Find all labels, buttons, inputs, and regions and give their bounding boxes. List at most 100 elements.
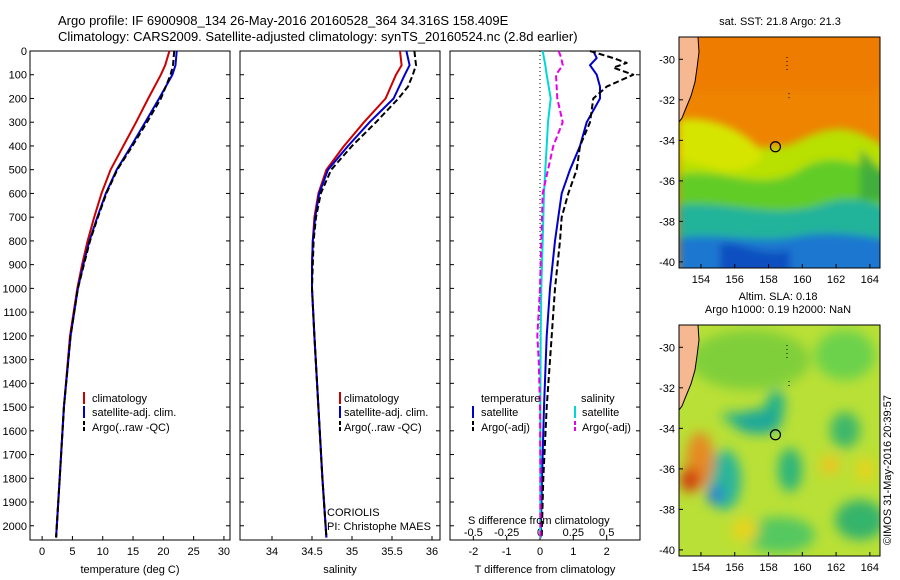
lat-tick-label: -32 bbox=[659, 383, 675, 395]
legend-label-argo: Argo(..raw -QC) bbox=[92, 422, 170, 434]
y-tick-label: 900 bbox=[9, 260, 27, 272]
lon-tick-label: 162 bbox=[827, 562, 845, 574]
series-argo-raw-qc- bbox=[311, 50, 417, 538]
lat-tick-label: -34 bbox=[659, 423, 675, 435]
sla-map-frame bbox=[678, 324, 881, 557]
lat-tick-label: -36 bbox=[659, 464, 675, 476]
lon-tick-label: 160 bbox=[793, 562, 811, 574]
lat-tick-label: -36 bbox=[659, 176, 675, 188]
x-tick-label: 34.5 bbox=[301, 546, 322, 558]
sst-map bbox=[679, 37, 880, 268]
argo-position-marker-sla bbox=[769, 429, 782, 441]
y-tick-label: 1300 bbox=[3, 355, 27, 367]
legend-label-climatology: climatology bbox=[92, 393, 148, 405]
legend-title-salinity: salinity bbox=[581, 393, 615, 405]
x-tick-label: 34 bbox=[266, 546, 278, 558]
legend-label-argo: Argo(..raw -QC) bbox=[344, 422, 422, 434]
legend-title-temperature: temperature bbox=[481, 393, 540, 405]
x-tick-label: 35.5 bbox=[381, 546, 402, 558]
lat-tick-label: -38 bbox=[659, 504, 675, 516]
x-tick-label: 25 bbox=[188, 546, 200, 558]
y-tick-label: 1800 bbox=[3, 473, 27, 485]
sst-map-frame bbox=[678, 36, 881, 269]
lat-tick-label: -30 bbox=[659, 54, 675, 66]
s-tick-label: -0.5 bbox=[464, 527, 483, 539]
y-tick-label: 1500 bbox=[3, 402, 27, 414]
lon-tick-label: 154 bbox=[692, 274, 710, 286]
y-tick-label: 600 bbox=[9, 188, 27, 200]
s-tick-label: 0.5 bbox=[599, 527, 614, 539]
profile-panels: 0100200300400500600700800900100011001200… bbox=[3, 46, 640, 558]
y-tick-label: 2000 bbox=[3, 521, 27, 533]
sla-map-subtitle: Argo h1000: 0.19 h2000: NaN bbox=[705, 304, 851, 316]
sla-map-title: Altim. SLA: 0.18 bbox=[739, 291, 818, 303]
map-axes: 154 156 158 160 162 164 -30 -32 -34 -36 -38 -40 154 1… bbox=[659, 54, 879, 574]
y-tick-label: 400 bbox=[9, 141, 27, 153]
legend-label-s-satellite: satellite bbox=[582, 407, 619, 419]
lon-tick-label: 162 bbox=[827, 274, 845, 286]
x-tick-label: 15 bbox=[127, 546, 139, 558]
panel-2: 34 34.5 35 35.5 36 bbox=[240, 50, 440, 558]
lat-tick-label: -30 bbox=[659, 342, 675, 354]
x-tick-label: 0 bbox=[39, 546, 45, 558]
legend-label-s-argo: Argo(-adj) bbox=[582, 422, 631, 434]
x-tick-label: 36 bbox=[426, 546, 438, 558]
lon-tick-label: 156 bbox=[726, 562, 744, 574]
difference-panel-frame bbox=[449, 50, 641, 541]
y-tick-label: 0 bbox=[21, 46, 27, 58]
lon-tick-label: 158 bbox=[759, 274, 777, 286]
y-tick-label: 300 bbox=[9, 117, 27, 129]
sla-map bbox=[679, 325, 880, 556]
x-tick-label: 1 bbox=[570, 546, 576, 558]
x-tick-label: 5 bbox=[69, 546, 75, 558]
temperature-axis-label: temperature (deg C) bbox=[80, 564, 179, 576]
series-t-satellite bbox=[539, 50, 601, 538]
legend-label-climatology: climatology bbox=[344, 393, 400, 405]
salinity-panel-frame bbox=[239, 50, 441, 541]
lon-tick-label: 156 bbox=[726, 274, 744, 286]
temperature-legend: climatology satellite-adj. clim. Argo(..… bbox=[83, 392, 176, 434]
x-tick-label: 10 bbox=[97, 546, 109, 558]
x-tick-label: 0 bbox=[537, 546, 543, 558]
y-tick-label: 700 bbox=[9, 212, 27, 224]
s-tick-label: -0.25 bbox=[494, 527, 519, 539]
y-tick-label: 1400 bbox=[3, 378, 27, 390]
y-tick-label: 1600 bbox=[3, 426, 27, 438]
series-s-argo-adj- bbox=[536, 50, 564, 538]
sst-map-title: sat. SST: 21.8 Argo: 21.3 bbox=[719, 16, 841, 28]
series-argo-raw-qc- bbox=[55, 50, 176, 538]
y-tick-label: 1900 bbox=[3, 497, 27, 509]
panel-3: -2 -1 0 1 2-0.5 -0.25 0 0.25 0.5 bbox=[450, 50, 640, 558]
y-tick-label: 1200 bbox=[3, 331, 27, 343]
lon-tick-label: 154 bbox=[692, 562, 710, 574]
imos-credit: ©IMOS 31-May-2016 20:39:57 bbox=[882, 395, 894, 545]
panel-1: 0100200300400500600700800900100011001200… bbox=[3, 46, 231, 558]
salinity-axis-label: salinity bbox=[323, 564, 357, 576]
lat-tick-label: -34 bbox=[659, 135, 675, 147]
s-tick-label: 0.25 bbox=[563, 527, 584, 539]
legend-label-t-argo: Argo(-adj) bbox=[481, 422, 530, 434]
lat-tick-label: -40 bbox=[659, 545, 675, 557]
coriolis-label: CORIOLIS bbox=[327, 507, 380, 519]
y-tick-label: 500 bbox=[9, 165, 27, 177]
x-tick-label: 20 bbox=[157, 546, 169, 558]
x-tick-label: -2 bbox=[468, 546, 478, 558]
legend-label-satellite: satellite-adj. clim. bbox=[92, 407, 176, 419]
x-tick-label: 2 bbox=[604, 546, 610, 558]
lat-tick-label: -38 bbox=[659, 216, 675, 228]
difference-legend: temperature satellite Argo(-adj) salinit… bbox=[468, 393, 631, 527]
pi-label: PI: Christophe MAES bbox=[327, 521, 431, 533]
series-t-argo-adj- bbox=[540, 50, 635, 538]
x-tick-label: -1 bbox=[502, 546, 512, 558]
legend-label-satellite: satellite-adj. clim. bbox=[344, 407, 428, 419]
salinity-legend: climatology satellite-adj. clim. Argo(..… bbox=[327, 392, 431, 533]
lat-tick-label: -32 bbox=[659, 95, 675, 107]
lon-tick-label: 158 bbox=[759, 562, 777, 574]
lon-tick-label: 160 bbox=[793, 274, 811, 286]
header-line1: Argo profile: IF 6900908_134 26-May-2016… bbox=[58, 13, 509, 28]
x-tick-label: 35 bbox=[346, 546, 358, 558]
y-tick-label: 1000 bbox=[3, 283, 27, 295]
argo-position-marker-sst bbox=[769, 141, 782, 153]
t-difference-axis-label: T difference from climatology bbox=[475, 564, 616, 576]
